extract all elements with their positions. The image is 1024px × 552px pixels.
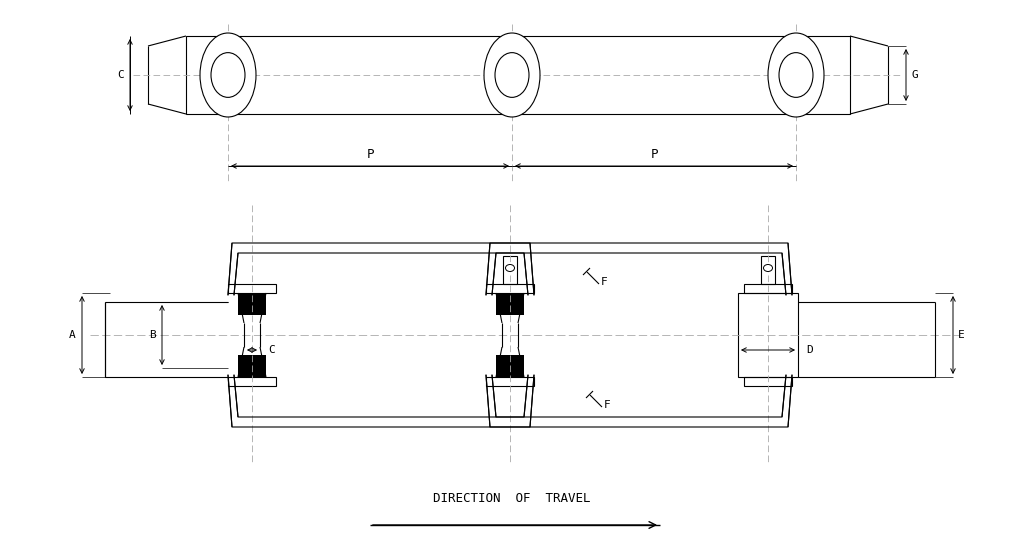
Bar bbox=[502, 323, 518, 347]
Ellipse shape bbox=[211, 52, 245, 97]
Text: D: D bbox=[806, 345, 813, 355]
Bar bbox=[186, 36, 850, 114]
Bar bbox=[228, 377, 276, 386]
Text: DIRECTION  OF  TRAVEL: DIRECTION OF TRAVEL bbox=[433, 491, 591, 505]
Ellipse shape bbox=[200, 33, 256, 117]
Text: C: C bbox=[118, 70, 124, 80]
Bar bbox=[238, 355, 266, 377]
Ellipse shape bbox=[484, 33, 540, 117]
Ellipse shape bbox=[495, 52, 529, 97]
Bar bbox=[486, 377, 534, 386]
Text: B: B bbox=[150, 330, 156, 340]
Bar bbox=[238, 293, 266, 315]
Ellipse shape bbox=[768, 33, 824, 117]
Text: P: P bbox=[650, 148, 657, 161]
Bar bbox=[244, 323, 260, 347]
Bar bbox=[744, 377, 792, 386]
Ellipse shape bbox=[764, 264, 772, 272]
Text: A: A bbox=[70, 330, 76, 340]
Bar bbox=[486, 284, 534, 293]
Text: C: C bbox=[268, 345, 274, 355]
Text: F: F bbox=[601, 277, 608, 287]
Bar bbox=[761, 256, 775, 284]
Bar bbox=[496, 355, 524, 377]
Text: G: G bbox=[911, 70, 918, 80]
Bar bbox=[503, 256, 517, 284]
Ellipse shape bbox=[779, 52, 813, 97]
Text: E: E bbox=[958, 330, 965, 340]
Bar bbox=[228, 284, 276, 293]
Bar bbox=[744, 284, 792, 293]
Bar bbox=[738, 293, 798, 377]
Ellipse shape bbox=[506, 264, 514, 272]
Text: F: F bbox=[604, 400, 610, 410]
Bar bbox=[496, 293, 524, 315]
Text: P: P bbox=[367, 148, 374, 161]
